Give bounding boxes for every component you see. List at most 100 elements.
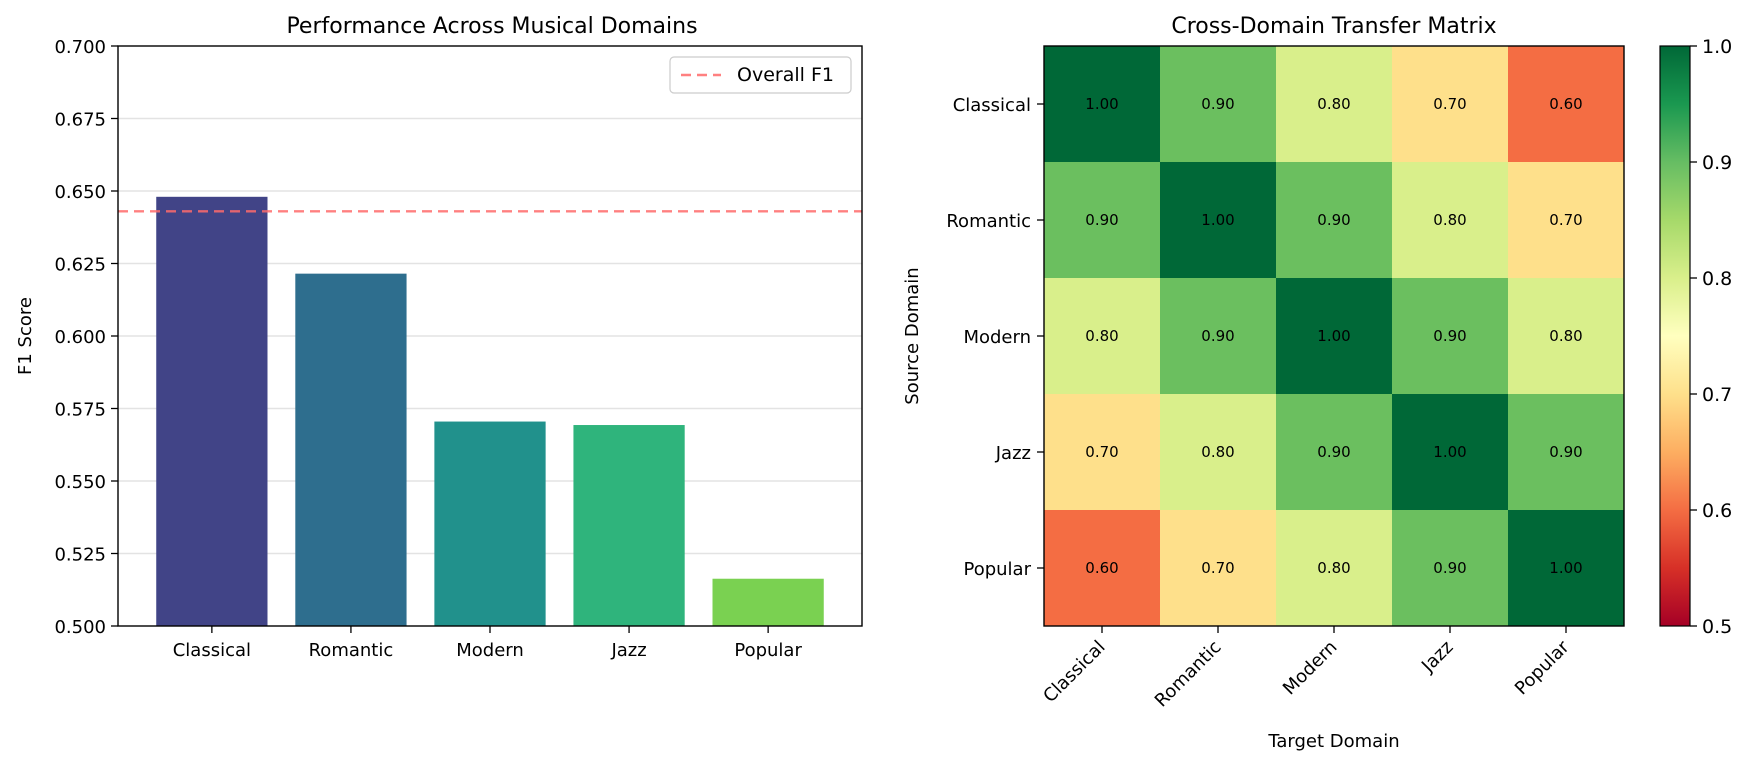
heatmap-cell: [1160, 510, 1277, 627]
heatmap-cell-value: 0.90: [1433, 559, 1466, 577]
heatmap-cell: [1276, 162, 1393, 279]
heatmap-cell-value: 0.80: [1085, 327, 1118, 345]
heatmap-x-axis-label: Target Domain: [1267, 731, 1399, 752]
bar-x-tick-label: Modern: [456, 640, 524, 661]
bar-chart-legend: Overall F1: [669, 56, 852, 94]
heatmap-cell-value: 0.80: [1201, 443, 1234, 461]
heatmap-cell: [1508, 394, 1625, 511]
heatmap-cell-value: 0.90: [1201, 327, 1234, 345]
colorbar-tick-label: 0.8: [1702, 268, 1732, 290]
colorbar-tick-label: 0.5: [1702, 616, 1732, 638]
bar-y-tick-label: 0.650: [54, 182, 106, 203]
heatmap-cell: [1044, 278, 1161, 395]
heatmap-cell-value: 1.00: [1317, 327, 1350, 345]
bar-chart-bars: [156, 196, 824, 627]
bar-chart: Performance Across Musical Domains 0.500…: [15, 14, 863, 661]
heatmap-cell-value: 0.70: [1549, 211, 1582, 229]
bar-y-tick-label: 0.575: [54, 400, 106, 421]
heatmap-cell-value: 0.80: [1317, 95, 1350, 113]
heatmap-cell: [1160, 394, 1277, 511]
bar-chart-y-ticks: 0.500 0.525 0.550 0.575 0.600 0.625 0.650 0.675…: [54, 37, 118, 638]
bar-popular: [712, 578, 824, 626]
colorbar-tick-label: 1.0: [1702, 36, 1732, 58]
heatmap-x-tick-label: Jazz: [1417, 637, 1457, 677]
heatmap-chart: Cross-Domain Transfer Matrix 1.00 0.90 0.8…: [902, 14, 1732, 752]
heatmap-y-axis-label: Source Domain: [902, 267, 923, 404]
heatmap-cell-value: 1.00: [1201, 211, 1234, 229]
colorbar-tick-label: 0.9: [1702, 152, 1732, 174]
heatmap-cell-value: 1.00: [1433, 443, 1466, 461]
colorbar-tick-label: 0.6: [1702, 500, 1732, 522]
bar-classical: [156, 196, 268, 627]
heatmap-cell: [1044, 510, 1161, 627]
heatmap-cell: [1508, 46, 1625, 163]
heatmap-y-tick-label: Classical: [953, 95, 1031, 116]
heatmap-cell-value: 1.00: [1549, 559, 1582, 577]
heatmap-cell: [1392, 162, 1509, 279]
heatmap-cell: [1160, 278, 1277, 395]
heatmap-cell-value: 0.70: [1433, 95, 1466, 113]
heatmap-cell-value: 0.90: [1433, 327, 1466, 345]
bar-y-tick-label: 0.600: [54, 327, 106, 348]
heatmap-cell: [1044, 394, 1161, 511]
bar-y-tick-label: 0.625: [54, 255, 106, 276]
colorbar-gradient: [1659, 45, 1691, 627]
heatmap-cell: [1392, 510, 1509, 627]
heatmap-x-tick-label: Modern: [1279, 637, 1342, 700]
heatmap-cell-value: 0.90: [1317, 211, 1350, 229]
heatmap-cell: [1392, 394, 1509, 511]
bar-chart-title: Performance Across Musical Domains: [286, 14, 697, 39]
bar-y-tick-label: 0.525: [54, 545, 106, 566]
heatmap-cell-value: 0.60: [1549, 95, 1582, 113]
bar-chart-y-axis-label: F1 Score: [15, 297, 36, 375]
colorbar-ticks: 0.5 0.6 0.7 0.8 0.9 1.0: [1690, 36, 1732, 638]
heatmap-cell-value: 1.00: [1085, 95, 1118, 113]
heatmap-cell: [1160, 162, 1277, 279]
bar-y-tick-label: 0.700: [54, 37, 106, 58]
heatmap-x-tick-label: Romantic: [1151, 637, 1226, 712]
bar-modern: [434, 421, 546, 626]
bar-x-tick-label: Popular: [734, 640, 802, 661]
colorbar: 0.5 0.6 0.7 0.8 0.9 1.0: [1659, 36, 1732, 638]
heatmap-x-tick-label: Popular: [1511, 636, 1574, 699]
colorbar-tick-label: 0.7: [1702, 384, 1732, 406]
heatmap-y-tick-label: Romantic: [946, 211, 1031, 232]
bar-x-tick-label: Jazz: [610, 640, 646, 661]
heatmap-cell-value: 0.90: [1549, 443, 1582, 461]
heatmap-cell: [1508, 510, 1625, 627]
legend-box: [669, 56, 852, 94]
heatmap-cell-value: 0.70: [1201, 559, 1234, 577]
heatmap-cell: [1392, 278, 1509, 395]
heatmap-cell: [1044, 46, 1161, 163]
legend-label: Overall F1: [737, 64, 834, 86]
heatmap-cell-value: 0.60: [1085, 559, 1118, 577]
bar-jazz: [573, 425, 685, 626]
heatmap-y-tick-label: Jazz: [995, 443, 1031, 464]
bar-y-tick-label: 0.500: [54, 617, 106, 638]
bar-x-tick-label: Classical: [173, 640, 251, 661]
heatmap-y-tick-label: Modern: [963, 327, 1031, 348]
heatmap-cell-value: 0.80: [1433, 211, 1466, 229]
heatmap-cell: [1044, 162, 1161, 279]
heatmap-cell: [1392, 46, 1509, 163]
heatmap-cell: [1276, 46, 1393, 163]
heatmap-x-tick-label: Classical: [1039, 637, 1109, 707]
heatmap-cell-value: 0.90: [1201, 95, 1234, 113]
heatmap-cell: [1276, 510, 1393, 627]
bar-romantic: [295, 273, 407, 626]
bar-x-tick-label: Romantic: [309, 640, 394, 661]
heatmap-cell-value: 0.80: [1549, 327, 1582, 345]
bar-y-tick-label: 0.550: [54, 472, 106, 493]
heatmap-y-ticks: Classical Romantic Modern Jazz Popular: [946, 95, 1044, 580]
heatmap-cell: [1508, 162, 1625, 279]
heatmap-y-tick-label: Popular: [964, 559, 1032, 580]
heatmap-cell: [1160, 46, 1277, 163]
heatmap-cell: [1508, 278, 1625, 395]
heatmap-cell-value: 0.70: [1085, 443, 1118, 461]
heatmap-title: Cross-Domain Transfer Matrix: [1171, 14, 1496, 39]
bar-chart-x-ticks: Classical Romantic Modern Jazz Popular: [173, 626, 802, 661]
heatmap-cell: [1276, 278, 1393, 395]
bar-y-tick-label: 0.675: [54, 110, 106, 131]
heatmap-cell-value: 0.90: [1085, 211, 1118, 229]
